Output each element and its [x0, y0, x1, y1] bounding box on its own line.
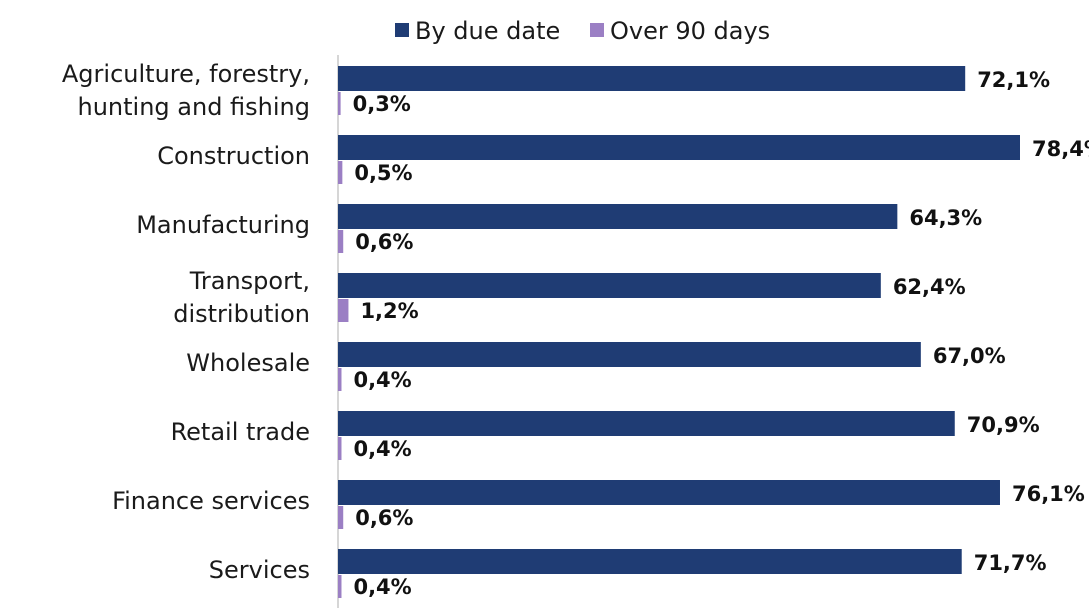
value-label-over-90-days: 0,4%	[353, 575, 411, 599]
value-label-over-90-days: 0,3%	[353, 92, 411, 116]
bar-by-due-date	[338, 549, 962, 574]
bars	[338, 66, 1020, 598]
category-label: Construction	[157, 142, 310, 170]
value-label-over-90-days: 0,6%	[355, 506, 413, 530]
bar-over-90-days	[338, 575, 342, 598]
category-label: Retail trade	[171, 418, 310, 446]
value-labels: 72,1% 0,3% 78,4% 0,5% 64,3% 0,6% 62,4% 1,2% 67,0…	[353, 68, 1089, 599]
value-label-by-due-date: 76,1%	[1012, 482, 1085, 506]
category-label: Manufacturing	[136, 211, 310, 239]
legend-label-over-90-days: Over 90 days	[610, 17, 770, 45]
value-label-over-90-days: 0,4%	[353, 437, 411, 461]
bar-by-due-date	[338, 411, 955, 436]
legend-swatch-by-due-date	[395, 23, 409, 37]
bar-over-90-days	[338, 299, 349, 322]
value-label-by-due-date: 78,4%	[1032, 137, 1089, 161]
category-label-line: Transport,	[189, 267, 310, 295]
bar-by-due-date	[338, 480, 1000, 505]
category-label: Transport, distribution	[173, 267, 310, 328]
value-label-over-90-days: 1,2%	[360, 299, 418, 323]
bar-by-due-date	[338, 342, 921, 367]
value-label-by-due-date: 67,0%	[933, 344, 1006, 368]
category-label: Services	[209, 556, 310, 584]
value-label-by-due-date: 72,1%	[977, 68, 1050, 92]
category-label-line: hunting and fishing	[77, 93, 310, 121]
value-label-by-due-date: 64,3%	[909, 206, 982, 230]
category-label: Agriculture, forestry, hunting and fishin…	[62, 60, 310, 121]
value-label-over-90-days: 0,6%	[355, 230, 413, 254]
value-label-over-90-days: 0,4%	[353, 368, 411, 392]
legend-swatch-over-90-days	[590, 23, 604, 37]
bar-by-due-date	[338, 135, 1020, 160]
category-label: Finance services	[112, 487, 310, 515]
bar-over-90-days	[338, 368, 342, 391]
bar-over-90-days	[338, 506, 344, 529]
bar-over-90-days	[338, 437, 342, 460]
category-label-line: distribution	[173, 300, 310, 328]
bar-over-90-days	[338, 230, 344, 253]
value-label-by-due-date: 70,9%	[967, 413, 1040, 437]
category-label-line: Agriculture, forestry,	[62, 60, 310, 88]
bar-by-due-date	[338, 66, 966, 91]
bar-over-90-days	[338, 161, 343, 184]
legend-label-by-due-date: By due date	[415, 17, 560, 45]
category-labels: Agriculture, forestry, hunting and fishin…	[62, 60, 310, 584]
category-label: Wholesale	[186, 349, 310, 377]
value-label-by-due-date: 62,4%	[893, 275, 966, 299]
bar-by-due-date	[338, 204, 898, 229]
value-label-over-90-days: 0,5%	[354, 161, 412, 185]
value-label-by-due-date: 71,7%	[974, 551, 1047, 575]
bar-by-due-date	[338, 273, 881, 298]
legend: By due date Over 90 days	[395, 17, 770, 45]
bar-over-90-days	[338, 92, 341, 115]
